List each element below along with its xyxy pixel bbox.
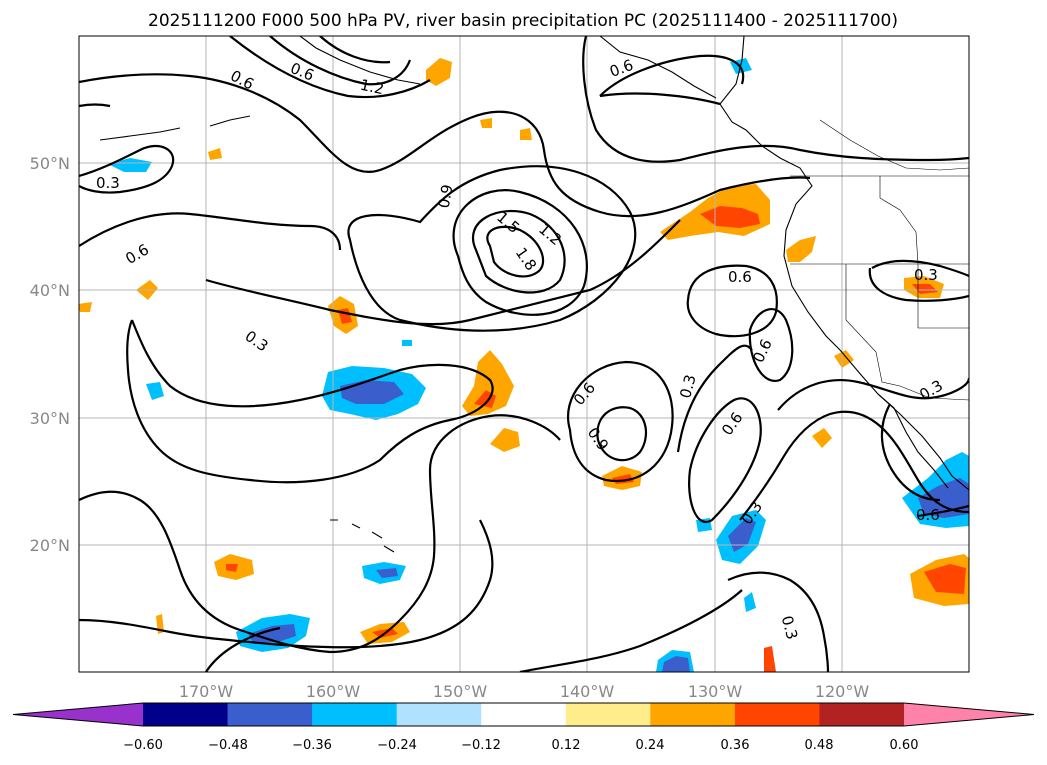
colorbar-segment: [734, 703, 820, 726]
colorbar-outline: [12, 702, 1035, 727]
lon-label-130w: 130°W: [688, 682, 743, 701]
precip-patch: [79, 302, 92, 312]
colorbar-segments: [12, 702, 1035, 727]
longitude-labels: 170°W 160°W 150°W 140°W 130°W 120°W: [179, 682, 870, 701]
colorbar-segment: [819, 703, 905, 726]
precip-patch: [786, 236, 816, 262]
colorbar-tick: 0.24: [636, 738, 665, 753]
precip-patch: [402, 340, 412, 346]
contour-label: 0.6: [916, 506, 940, 524]
colorbar-segment: [143, 703, 229, 726]
precip-patch: [490, 428, 520, 452]
precip-patch: [912, 284, 938, 294]
colorbar-tick: 0.48: [805, 738, 834, 753]
lon-label-120w: 120°W: [815, 682, 870, 701]
map-frame: [78, 35, 970, 673]
precip-patch: [764, 646, 776, 672]
lon-label-140w: 140°W: [560, 682, 615, 701]
lat-label-20n: 20°N: [30, 536, 70, 555]
pv-contours: [79, 36, 969, 672]
precip-patch: [834, 350, 854, 368]
colorbar-segment: [565, 703, 651, 726]
precip-patch: [744, 592, 756, 612]
contour-label: 0.3: [676, 373, 700, 401]
colorbar-segment: [312, 703, 398, 726]
colorbar-tick: 0.36: [721, 738, 750, 753]
precip-patch: [426, 58, 452, 86]
lat-label-30n: 30°N: [30, 409, 70, 428]
precip-patch: [226, 564, 238, 572]
map-panel: 0.6 0.6 1.2 0.6 0.3 0.6 0.9 1.5 1.2 1.8 …: [30, 35, 970, 701]
colorbar-segment: [396, 703, 482, 726]
precip-patch: [462, 350, 514, 416]
precip-patch: [520, 128, 532, 140]
colorbar-tick: −0.12: [461, 738, 501, 753]
precip-patch: [480, 118, 492, 128]
colorbar-tick: −0.24: [377, 738, 417, 753]
precip-patch: [108, 158, 152, 172]
colorbar-tick: −0.36: [292, 738, 332, 753]
colorbar: −0.60 −0.48 −0.36 −0.24 −0.12 0.12 0.24 …: [12, 702, 1035, 753]
colorbar-segment: [650, 703, 736, 726]
colorbar-segment: [227, 703, 313, 726]
colorbar-segment: [13, 703, 143, 726]
precip-patch: [146, 382, 164, 400]
latitude-labels: 50°N 40°N 30°N 20°N: [30, 154, 70, 555]
contour-label: 0.3: [914, 266, 938, 284]
contour-label: 0.3: [96, 174, 120, 192]
colorbar-tick: −0.48: [208, 738, 248, 753]
contour-label: 0.3: [778, 614, 802, 642]
figure-title: 2025111200 F000 500 hPa PV, river basin …: [148, 11, 898, 31]
precip-patch: [728, 518, 756, 552]
colorbar-tick: −0.60: [123, 738, 163, 753]
precip-patch: [376, 568, 398, 578]
precip-patch: [662, 656, 690, 672]
contour-label: 1.2: [359, 76, 386, 99]
colorbar-segment: [481, 703, 567, 726]
lon-label-170w: 170°W: [179, 682, 234, 701]
lon-label-160w: 160°W: [306, 682, 361, 701]
precip-patch: [924, 564, 966, 594]
contour-label: 0.9: [435, 183, 457, 210]
lat-label-40n: 40°N: [30, 281, 70, 300]
colorbar-ticks: −0.60 −0.48 −0.36 −0.24 −0.12 0.12 0.24 …: [123, 738, 918, 753]
lat-label-50n: 50°N: [30, 154, 70, 173]
precip-patch: [812, 428, 832, 448]
contour-label: 0.6: [728, 268, 752, 286]
colorbar-tick: 0.12: [552, 738, 581, 753]
lon-label-150w: 150°W: [433, 682, 488, 701]
precip-patch: [248, 624, 296, 644]
precip-patch: [208, 148, 222, 160]
colorbar-tick: 0.60: [890, 738, 919, 753]
colorbar-segment: [904, 703, 1034, 726]
